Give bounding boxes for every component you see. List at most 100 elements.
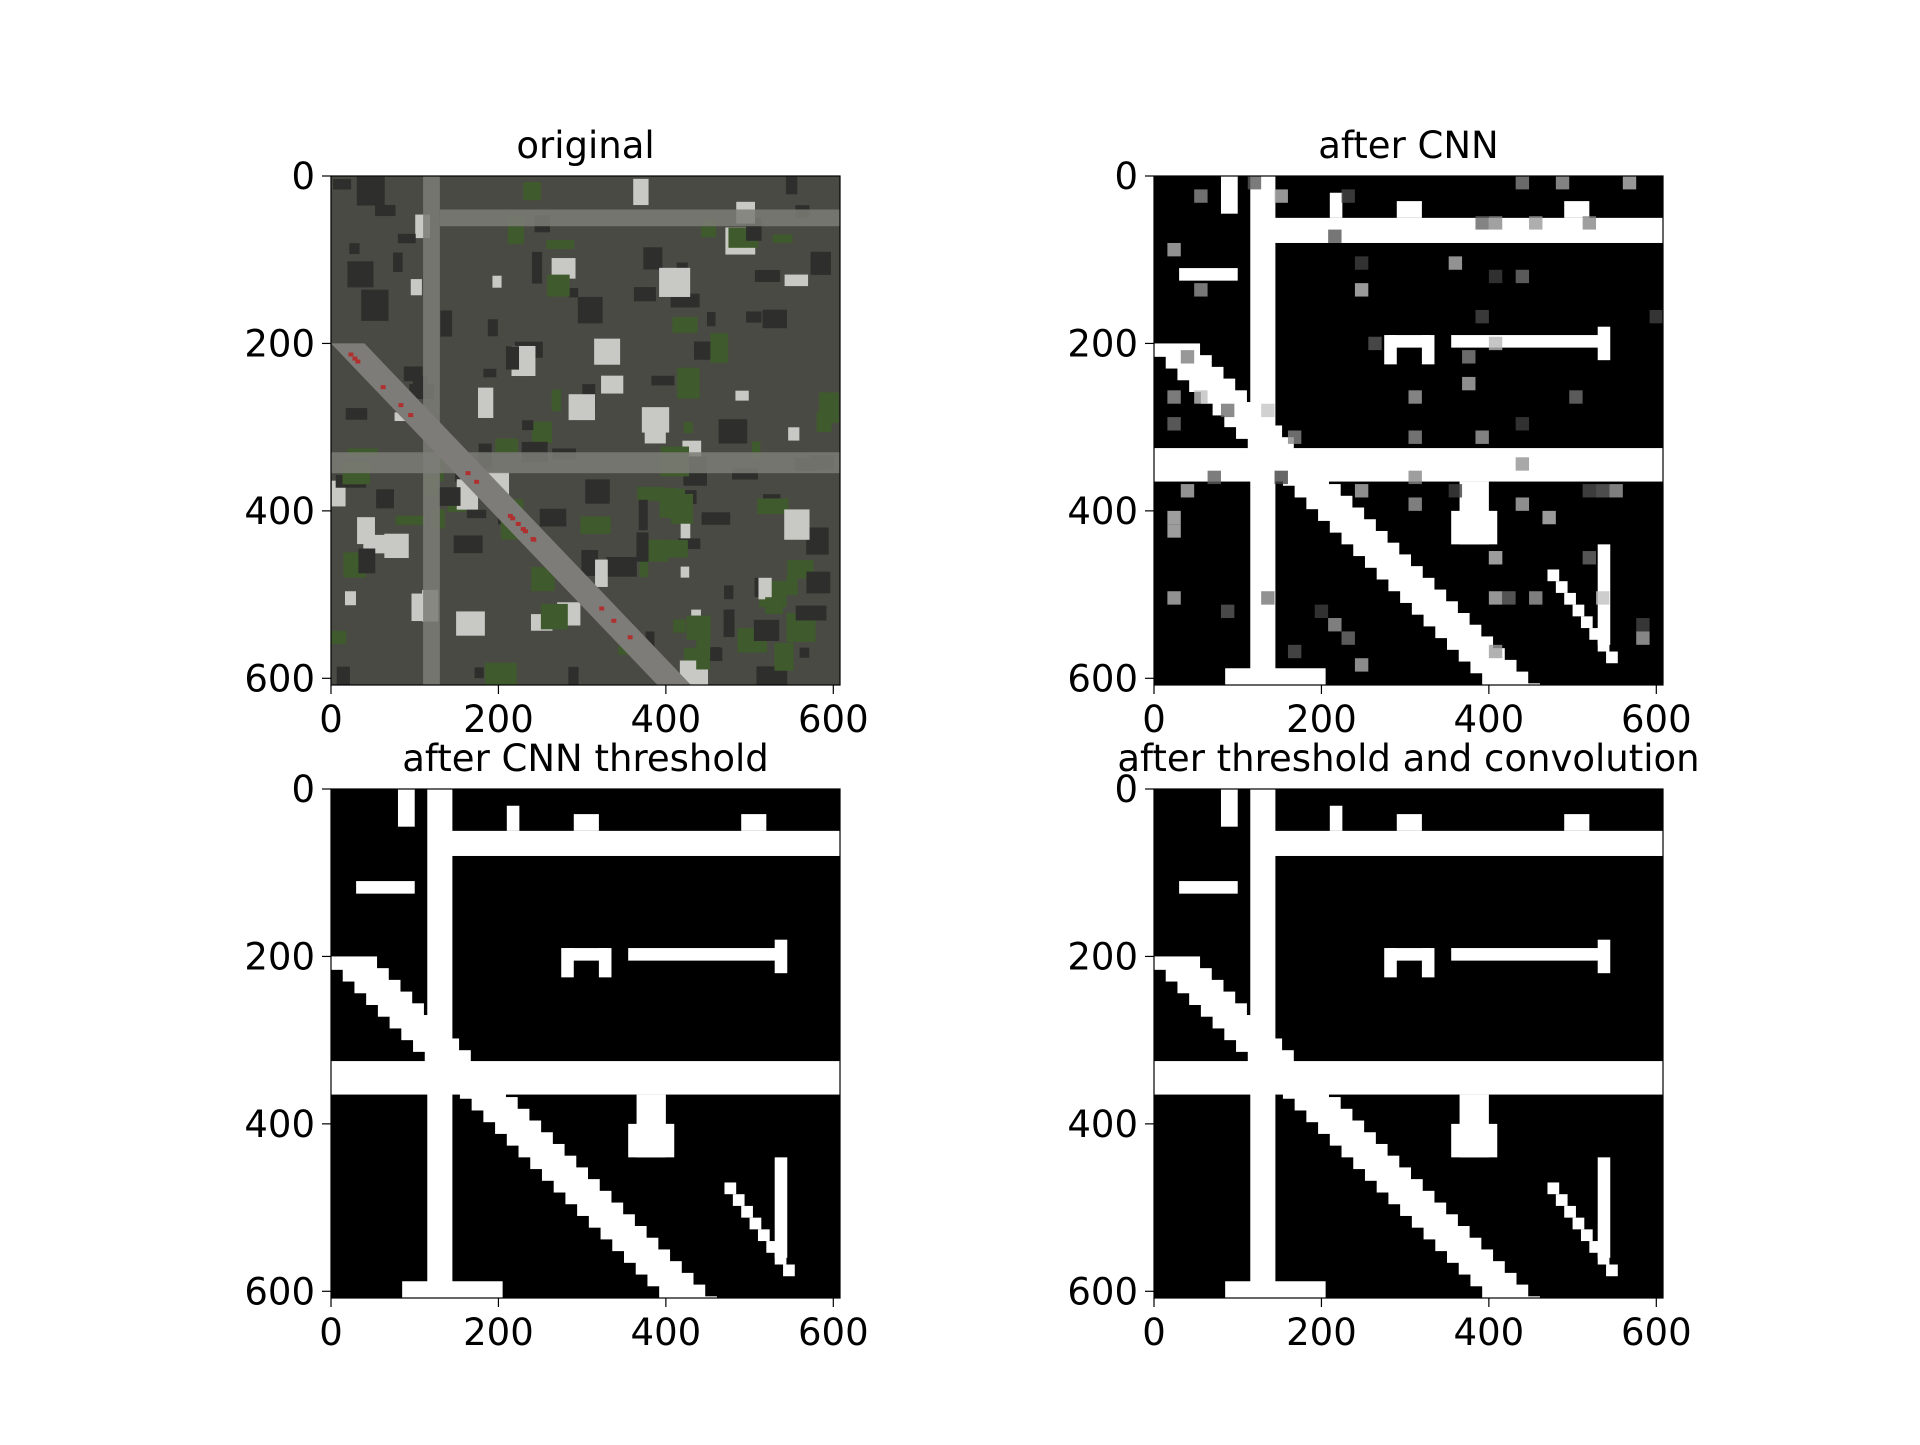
mask-diagonal-cell — [1376, 566, 1423, 580]
mask-diagonal-cell — [1177, 366, 1224, 381]
photo-building — [347, 261, 374, 288]
mask-diagonal-cell — [1411, 601, 1458, 615]
photo-building — [580, 516, 611, 534]
mask-diagonal-cell — [1580, 1229, 1593, 1242]
photo-building — [345, 408, 368, 420]
mask-diagonal-cell — [670, 1296, 717, 1298]
cnn-soft-cell — [1167, 390, 1181, 404]
mask-segment — [1597, 1157, 1611, 1258]
cnn-soft-cell — [1488, 336, 1503, 351]
mask-diagonal-cell — [1364, 1167, 1412, 1181]
mask-diagonal-cell — [741, 1205, 753, 1218]
mask-diagonal-cell — [1189, 378, 1236, 392]
mask-diagonal-cell — [1353, 542, 1400, 557]
cnn-soft-cell — [1368, 336, 1382, 351]
mask-diagonal-cell — [1572, 604, 1585, 617]
mask-segment — [1388, 948, 1431, 961]
x-tick-label: 0 — [319, 698, 343, 741]
photo-building — [735, 390, 749, 401]
mask-diagonal-cell — [448, 1073, 495, 1088]
y-tick-label: 400 — [244, 490, 315, 533]
cnn-soft-cell — [1341, 189, 1355, 203]
mask-diagonal-cell — [1353, 1155, 1400, 1170]
cnn-soft-cell — [1341, 631, 1355, 645]
mask-diagonal-cell — [624, 1249, 671, 1263]
mask-diagonal-cell — [1572, 1217, 1585, 1230]
x-tick-label: 600 — [1621, 1311, 1692, 1354]
mask-diagonal-cell — [1259, 448, 1306, 463]
panel-image — [1154, 789, 1663, 1298]
photo-building — [551, 389, 562, 412]
photo-building — [664, 487, 677, 519]
mask-diagonal-cell — [483, 1108, 530, 1123]
mask-diagonal-cell — [495, 1120, 542, 1134]
mask-diagonal-cell — [1547, 1182, 1560, 1195]
cnn-soft-cell — [1529, 591, 1543, 605]
mask-segment — [356, 881, 415, 894]
photo-building — [551, 258, 576, 279]
panel-image — [331, 789, 840, 1298]
mask-diagonal-cell — [553, 1179, 600, 1193]
cnn-soft-cell — [1408, 497, 1422, 511]
mask-diagonal-cell — [1547, 569, 1560, 582]
mask-diagonal-cell — [783, 1264, 795, 1277]
mask-diagonal-cell — [506, 1132, 553, 1146]
photo-building — [636, 532, 649, 562]
cnn-soft-cell — [1167, 591, 1181, 605]
mask-diagonal-cell — [541, 1167, 589, 1181]
photo-building — [723, 609, 735, 638]
photo-building — [784, 274, 809, 287]
x-tick-label: 200 — [1286, 698, 1357, 741]
mask-diagonal-cell — [600, 1226, 647, 1240]
mask-diagonal-cell — [1580, 616, 1593, 629]
photo-car — [510, 516, 516, 521]
cnn-soft-cell — [1328, 229, 1342, 243]
mask-diagonal-cell — [1435, 1237, 1482, 1252]
mask-diagonal-cell — [1606, 651, 1618, 664]
mask-segment — [1179, 881, 1238, 894]
photo-building — [660, 539, 688, 558]
cnn-soft-cell — [1542, 510, 1556, 525]
mask-diagonal-cell — [1597, 639, 1610, 652]
mask-diagonal-cell — [354, 979, 401, 994]
photo-car — [398, 403, 404, 408]
photo-building — [680, 520, 691, 546]
mask-diagonal-cell — [436, 1061, 483, 1076]
x-tick-label: 600 — [798, 698, 869, 741]
mask-diagonal-cell — [1589, 628, 1602, 640]
mask-segment — [1384, 335, 1397, 365]
y-tick-label: 0 — [1114, 155, 1138, 198]
cnn-soft-cell — [1220, 403, 1235, 418]
mask-segment — [1262, 830, 1663, 856]
photo-building — [710, 333, 729, 363]
mask-diagonal-cell — [1589, 1241, 1602, 1253]
photo-building — [581, 549, 599, 576]
mask-diagonal-cell — [1458, 1261, 1505, 1275]
photo-building — [375, 204, 396, 217]
cnn-soft-cell — [1261, 591, 1275, 605]
cnn-soft-cell — [1515, 497, 1530, 511]
y-tick-label: 0 — [291, 155, 315, 198]
mask-segment — [1154, 1061, 1663, 1095]
mask-diagonal-cell — [1306, 495, 1353, 510]
photo-car — [520, 527, 526, 532]
x-tick-label: 200 — [463, 1311, 534, 1354]
mask-segment — [1597, 326, 1611, 361]
mask-diagonal-cell — [1247, 437, 1294, 451]
y-tick-label: 600 — [244, 657, 315, 700]
mask-diagonal-cell — [1224, 413, 1271, 428]
x-tick-label: 0 — [1142, 1311, 1166, 1354]
photo-building — [643, 247, 663, 270]
mask-segment — [439, 830, 840, 856]
mask-diagonal-cell — [1271, 1073, 1318, 1088]
cnn-soft-cell — [1488, 591, 1503, 605]
photo-building — [799, 647, 810, 658]
y-tick-label: 400 — [1067, 1103, 1138, 1146]
mask-diagonal-cell — [1212, 1015, 1259, 1029]
photo-building — [732, 468, 759, 480]
photo-building — [753, 619, 780, 642]
photo-car — [531, 537, 537, 542]
mask-diagonal-cell — [1376, 1179, 1423, 1193]
photo-building — [397, 233, 416, 244]
